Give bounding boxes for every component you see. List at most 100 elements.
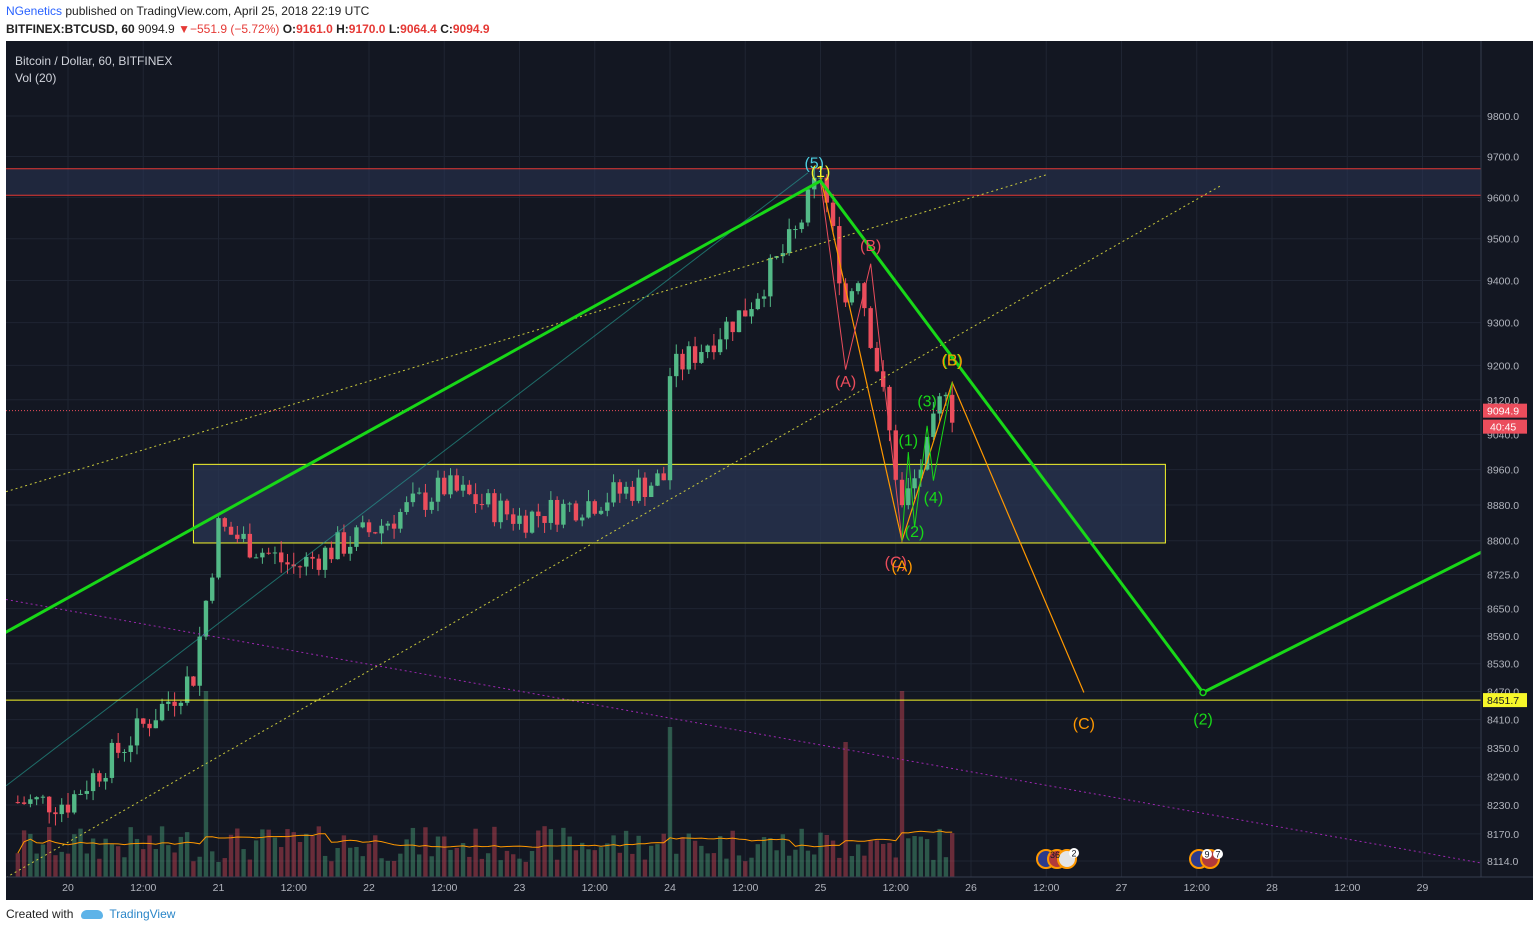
- volume-bar: [134, 838, 140, 877]
- ohlc-high: 9170.0: [348, 22, 386, 36]
- candle-body: [473, 494, 478, 505]
- volume-bar: [749, 857, 754, 877]
- volume-bar: [59, 851, 64, 877]
- volume-bar: [862, 855, 867, 877]
- author-link[interactable]: NGenetics: [6, 4, 63, 18]
- candle-body: [122, 751, 127, 753]
- volume-bar: [937, 828, 942, 877]
- wave-label: (2): [1193, 711, 1213, 728]
- candle-body: [435, 477, 441, 502]
- ohlc-close: 9094.9: [452, 22, 490, 36]
- volume-bar: [755, 844, 760, 877]
- volume-bar: [216, 861, 221, 877]
- wave-label: (2): [905, 524, 925, 541]
- volume-bar: [210, 851, 215, 877]
- candle-body: [322, 547, 328, 570]
- candle-body: [931, 413, 936, 437]
- candle-body: [379, 525, 384, 534]
- volume-bar: [310, 836, 315, 877]
- candle-body: [191, 676, 196, 686]
- tradingview-link[interactable]: TradingView: [109, 907, 176, 921]
- candle-body: [53, 812, 58, 815]
- candle-body: [868, 308, 873, 348]
- candle-body: [542, 516, 547, 523]
- candle-body: [485, 493, 491, 505]
- event-marker-2[interactable]: 9 7: [1189, 849, 1223, 869]
- volume-bar: [72, 834, 77, 877]
- tradingview-cloud-icon: [81, 910, 104, 920]
- candle-body: [636, 477, 641, 501]
- candle-body: [674, 353, 679, 377]
- time-tick-label: 12:00: [281, 882, 307, 894]
- candle-body: [517, 515, 522, 524]
- time-tick-label: 20: [62, 882, 74, 894]
- candle-body: [354, 527, 359, 547]
- green-impulse-path: [901, 382, 953, 541]
- volume-bar: [924, 839, 930, 877]
- time-tick-label: 26: [965, 882, 977, 894]
- chart-canvas[interactable]: (5)(1)(A)(B)(C)(A)(1)(2)(3)(4)(5)(B)(C)(…: [6, 41, 1533, 900]
- wave-label: (5): [942, 352, 962, 369]
- candle-body: [391, 523, 397, 529]
- price-tick-label: 8114.0: [1487, 856, 1518, 868]
- volume-bar: [843, 742, 848, 877]
- candle-body: [743, 310, 748, 317]
- candle-body: [84, 791, 90, 794]
- volume-bar: [385, 860, 391, 877]
- time-tick-label: 21: [213, 882, 225, 894]
- volume-bar: [680, 837, 685, 877]
- volume-bar: [78, 828, 83, 877]
- volume-bar: [529, 851, 535, 877]
- candle-body: [59, 804, 64, 815]
- candle-body: [65, 804, 71, 813]
- candle-body: [561, 503, 566, 525]
- volume-bar: [824, 834, 829, 877]
- volume-bar: [115, 846, 121, 877]
- candle-body: [943, 394, 949, 397]
- candle-body: [843, 283, 848, 303]
- volume-bar: [667, 727, 673, 877]
- volume-bar: [404, 839, 409, 877]
- time-tick-label: 29: [1417, 882, 1429, 894]
- volume-bar: [21, 830, 27, 877]
- volume-bar: [84, 853, 90, 877]
- candle-body: [580, 517, 585, 521]
- price-tick-label: 9400.0: [1487, 275, 1519, 287]
- trend-line-teal: [6, 172, 809, 787]
- volume-bar: [166, 845, 171, 877]
- volume-bar: [642, 859, 648, 877]
- volume-bar: [109, 844, 115, 877]
- volume-bar: [699, 845, 704, 877]
- volume-bar: [780, 834, 786, 877]
- last-price-tag-bg: [1483, 403, 1527, 418]
- volume-bar: [34, 853, 39, 877]
- legend-volume: Vol (20): [15, 71, 56, 85]
- volume-bar: [46, 827, 52, 877]
- event-marker-1[interactable]: 36 2: [1036, 848, 1079, 869]
- candle-body: [247, 533, 253, 558]
- volume-bar: [906, 838, 911, 877]
- volume-bar: [260, 829, 265, 877]
- publish-info: NGenetics published on TradingView.com, …: [6, 4, 369, 18]
- event-count-left: 9: [1205, 850, 1210, 860]
- time-tick-label: 27: [1116, 882, 1128, 894]
- candle-body: [554, 499, 560, 525]
- time-tick-label: 25: [815, 882, 827, 894]
- volume-bar: [849, 856, 855, 877]
- candle-body: [511, 514, 516, 524]
- candle-body: [855, 283, 861, 292]
- volume-bar: [881, 843, 886, 877]
- candle-body: [937, 396, 942, 414]
- candle-body: [536, 511, 541, 517]
- candle-body: [849, 291, 855, 303]
- candle-body: [736, 310, 742, 333]
- price-tick-label: 9500.0: [1487, 234, 1519, 246]
- candle-body: [159, 703, 165, 721]
- main-wave-path: [6, 179, 1481, 695]
- volume-bar: [203, 691, 209, 877]
- candle-body: [366, 522, 372, 533]
- countdown-tag-bg: [1483, 419, 1527, 434]
- candle-body: [347, 546, 353, 554]
- candle-body: [498, 500, 503, 523]
- time-axis[interactable]: 20 12:00 21 12:00 22 12:00 23 12:00 24 12:00 25 12:…: [62, 882, 1428, 894]
